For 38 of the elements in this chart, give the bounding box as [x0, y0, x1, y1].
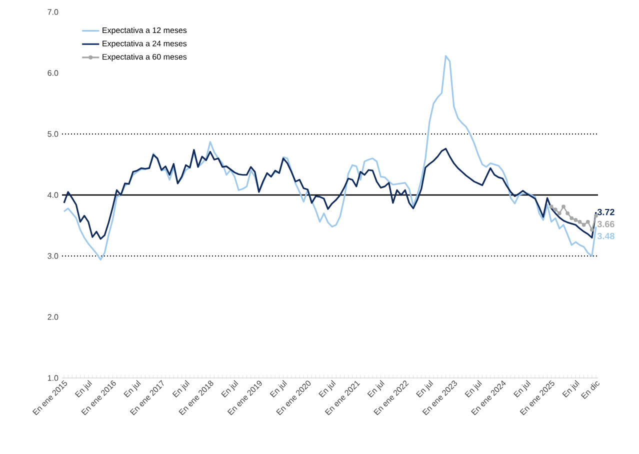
y-tick-label: 4.0 — [48, 192, 58, 198]
data-label: 3.72 — [597, 208, 614, 216]
point — [586, 220, 590, 224]
legend-label: Expectativa a 60 meses — [102, 54, 187, 62]
x-tick-label: En jul — [416, 380, 434, 398]
point — [558, 211, 562, 216]
x-tick-label: En jul — [221, 380, 238, 398]
x-tick-label: En jul — [318, 380, 336, 398]
y-tick-label: 7.0 — [48, 9, 58, 15]
point — [574, 218, 578, 222]
legend-label: Expectativa a 12 meses — [102, 27, 187, 35]
x-tick-label: En jul — [124, 380, 141, 398]
point — [594, 214, 598, 218]
x-tick-label: En jul — [270, 380, 288, 398]
y-tick-label: 5.0 — [48, 131, 58, 137]
x-tick-label: En dic — [580, 382, 600, 400]
y-tick-label: 3.0 — [48, 253, 58, 259]
point — [590, 228, 594, 232]
y-tick-label: 2.0 — [48, 314, 58, 320]
x-tick-label: En jul — [74, 380, 92, 398]
point — [570, 216, 574, 220]
x-tick-label: En jul — [464, 380, 482, 398]
x-tick-label: En jul — [172, 380, 190, 398]
point — [582, 222, 586, 227]
data-label: 3.48 — [597, 232, 614, 240]
point — [549, 204, 554, 209]
x-tick-label: En jul — [367, 380, 384, 398]
point — [578, 220, 582, 224]
point — [553, 208, 558, 212]
line-series — [63, 55, 597, 260]
y-tick-label: 6.0 — [48, 70, 58, 76]
y-tick-label: 1.0 — [48, 375, 58, 381]
x-tick-label: En jul — [562, 380, 580, 398]
point — [566, 211, 570, 216]
data-label: 3.66 — [597, 220, 614, 228]
point — [562, 204, 566, 209]
x-tick-label: En jul — [513, 380, 531, 398]
legend-label: Expectativa a 24 meses — [102, 40, 187, 48]
